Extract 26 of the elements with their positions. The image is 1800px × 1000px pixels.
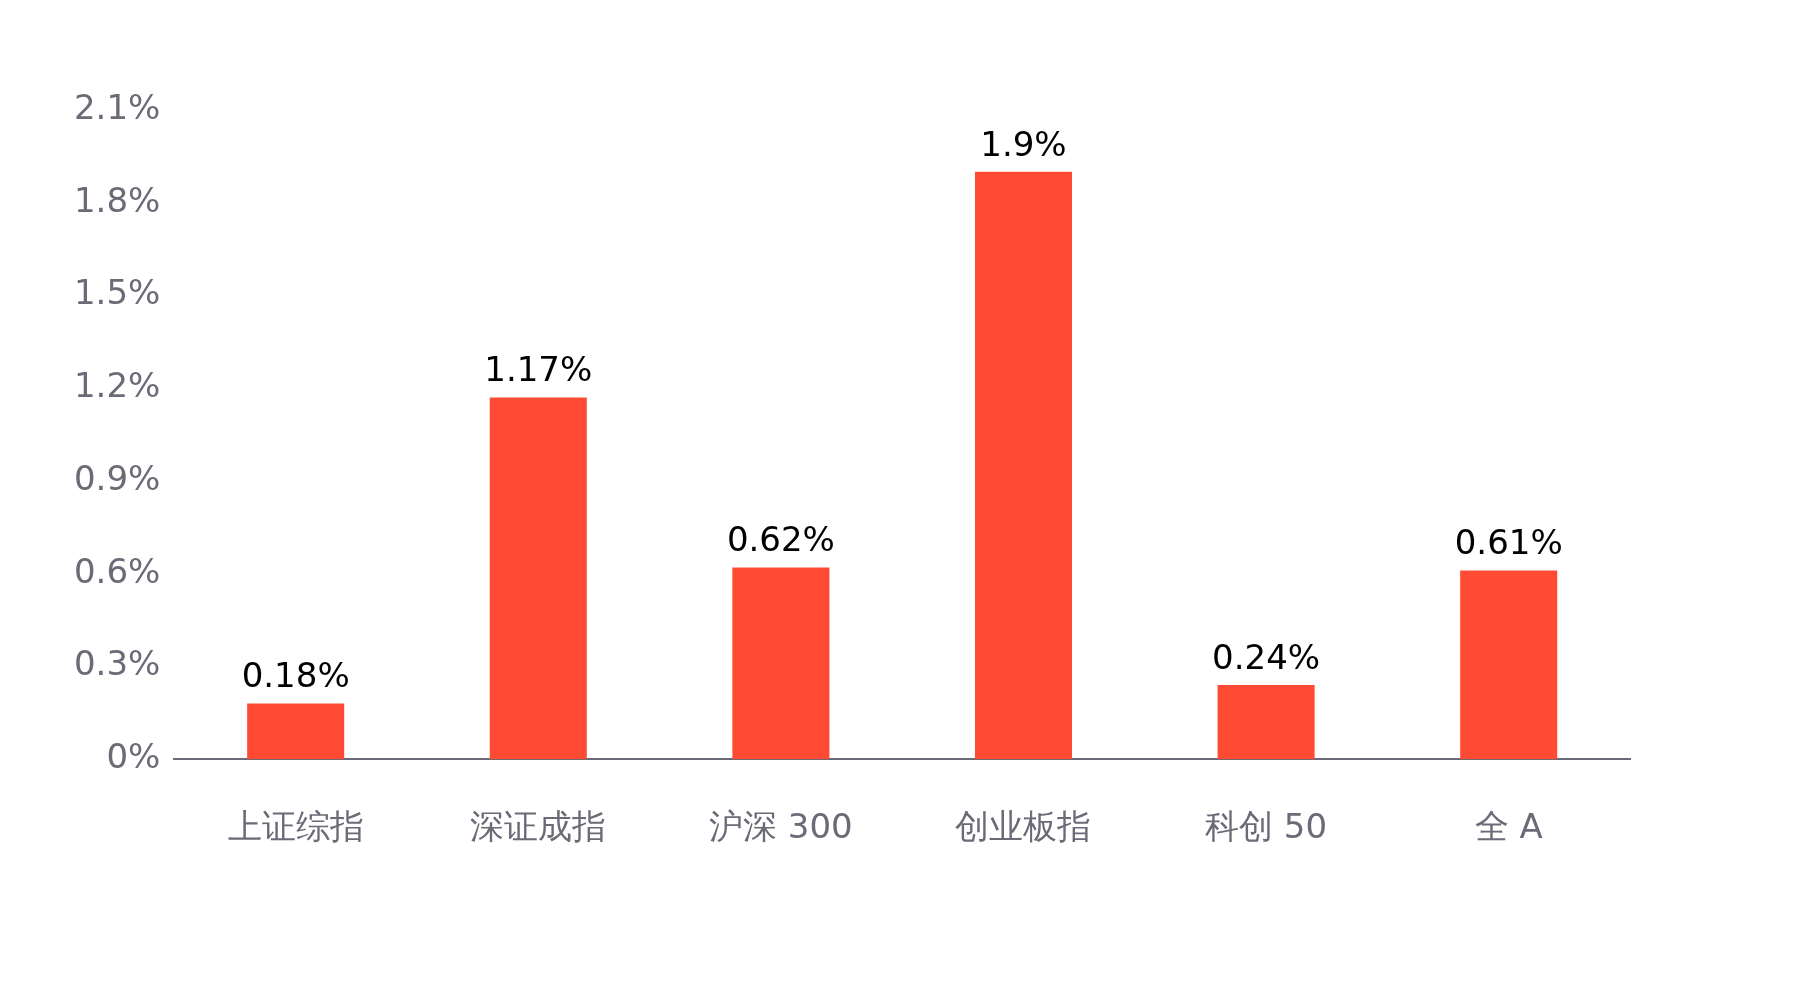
y-tick-label: 1.8%	[73, 179, 161, 220]
data-label: 0.62%	[726, 519, 835, 560]
x-tick-label: 上证综指	[227, 806, 364, 847]
y-tick-label: 0.9%	[73, 457, 161, 498]
data-label: 0.18%	[241, 655, 350, 696]
y-tick-label: 1.2%	[73, 365, 161, 406]
bar	[1217, 685, 1315, 760]
data-label: 0.61%	[1454, 522, 1563, 563]
x-tick-label: 创业板指	[955, 806, 1092, 847]
bar	[974, 171, 1073, 760]
y-tick-label: 0%	[106, 736, 161, 777]
data-label: 1.17%	[484, 349, 593, 390]
y-tick-label: 2.1%	[73, 86, 161, 127]
x-tick-label: 科创 50	[1205, 806, 1328, 847]
bar	[247, 703, 345, 760]
y-tick-label: 0.3%	[73, 643, 161, 684]
data-label: 1.9%	[980, 123, 1067, 164]
x-tick-label: 全 A	[1474, 806, 1543, 847]
bar	[489, 397, 587, 760]
data-label: 0.24%	[1212, 636, 1321, 677]
x-tick-label: 沪深 300	[709, 806, 853, 847]
bar	[732, 567, 830, 760]
y-tick-label: 1.5%	[73, 272, 161, 313]
bar	[1460, 570, 1558, 760]
y-tick-label: 0.6%	[73, 550, 161, 591]
x-tick-label: 深证成指	[470, 806, 607, 847]
